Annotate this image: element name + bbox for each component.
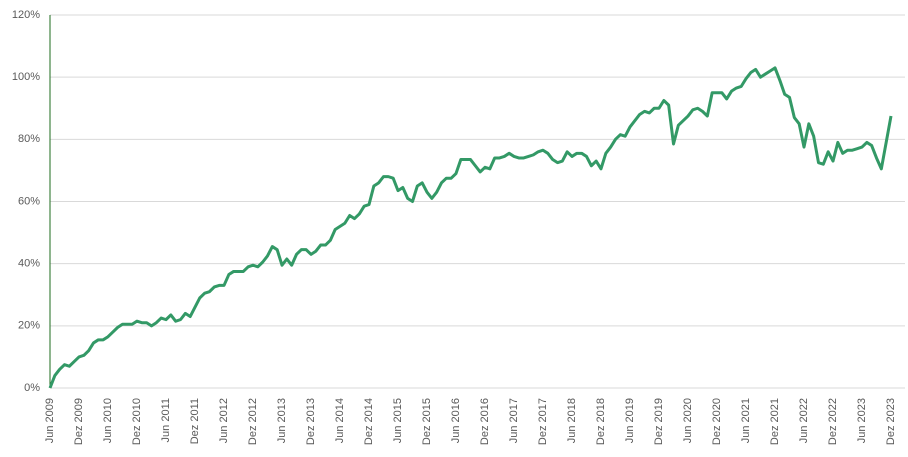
x-tick-label: Dez 2019 (653, 398, 665, 445)
x-tick-label: Dez 2011 (189, 398, 201, 444)
x-tick-label: Dez 2016 (479, 398, 491, 445)
x-tick-label: Dez 2023 (885, 398, 897, 445)
x-tick-label: Jun 2023 (856, 398, 868, 443)
x-tick-label: Dez 2013 (305, 398, 317, 445)
y-tick-label: 40% (18, 258, 40, 270)
x-tick-label: Jun 2014 (334, 398, 346, 443)
x-tick-label: Jun 2018 (566, 398, 578, 443)
x-tick-label: Jun 2022 (798, 398, 810, 443)
x-tick-label: Jun 2012 (218, 398, 230, 443)
x-tick-label: Dez 2014 (363, 398, 375, 445)
x-tick-label: Jun 2015 (392, 398, 404, 443)
x-tick-label: Dez 2021 (769, 398, 781, 445)
y-tick-label: 80% (18, 133, 40, 145)
y-tick-label: 20% (18, 320, 40, 332)
y-tick-label: 120% (12, 9, 40, 21)
x-tick-label: Jun 2011 (160, 398, 172, 442)
y-tick-label: 100% (12, 71, 40, 83)
x-tick-label: Jun 2010 (102, 398, 114, 443)
x-tick-label: Jun 2019 (624, 398, 636, 443)
x-tick-label: Jun 2021 (740, 398, 752, 443)
x-tick-label: Jun 2009 (44, 398, 56, 443)
x-tick-label: Dez 2010 (131, 398, 143, 445)
x-tick-label: Dez 2020 (711, 398, 723, 445)
x-tick-label: Jun 2017 (508, 398, 520, 443)
x-tick-label: Dez 2012 (247, 398, 259, 445)
x-tick-label: Jun 2020 (682, 398, 694, 443)
x-tick-label: Dez 2018 (595, 398, 607, 445)
x-tick-label: Dez 2009 (73, 398, 85, 445)
x-tick-label: Dez 2017 (537, 398, 549, 445)
x-tick-label: Jun 2016 (450, 398, 462, 443)
y-tick-label: 60% (18, 195, 40, 207)
x-tick-label: Dez 2015 (421, 398, 433, 445)
y-tick-label: 0% (24, 382, 40, 394)
data-line (48, 66, 893, 389)
x-tick-label: Jun 2013 (276, 398, 288, 443)
x-tick-label: Dez 2022 (827, 398, 839, 445)
